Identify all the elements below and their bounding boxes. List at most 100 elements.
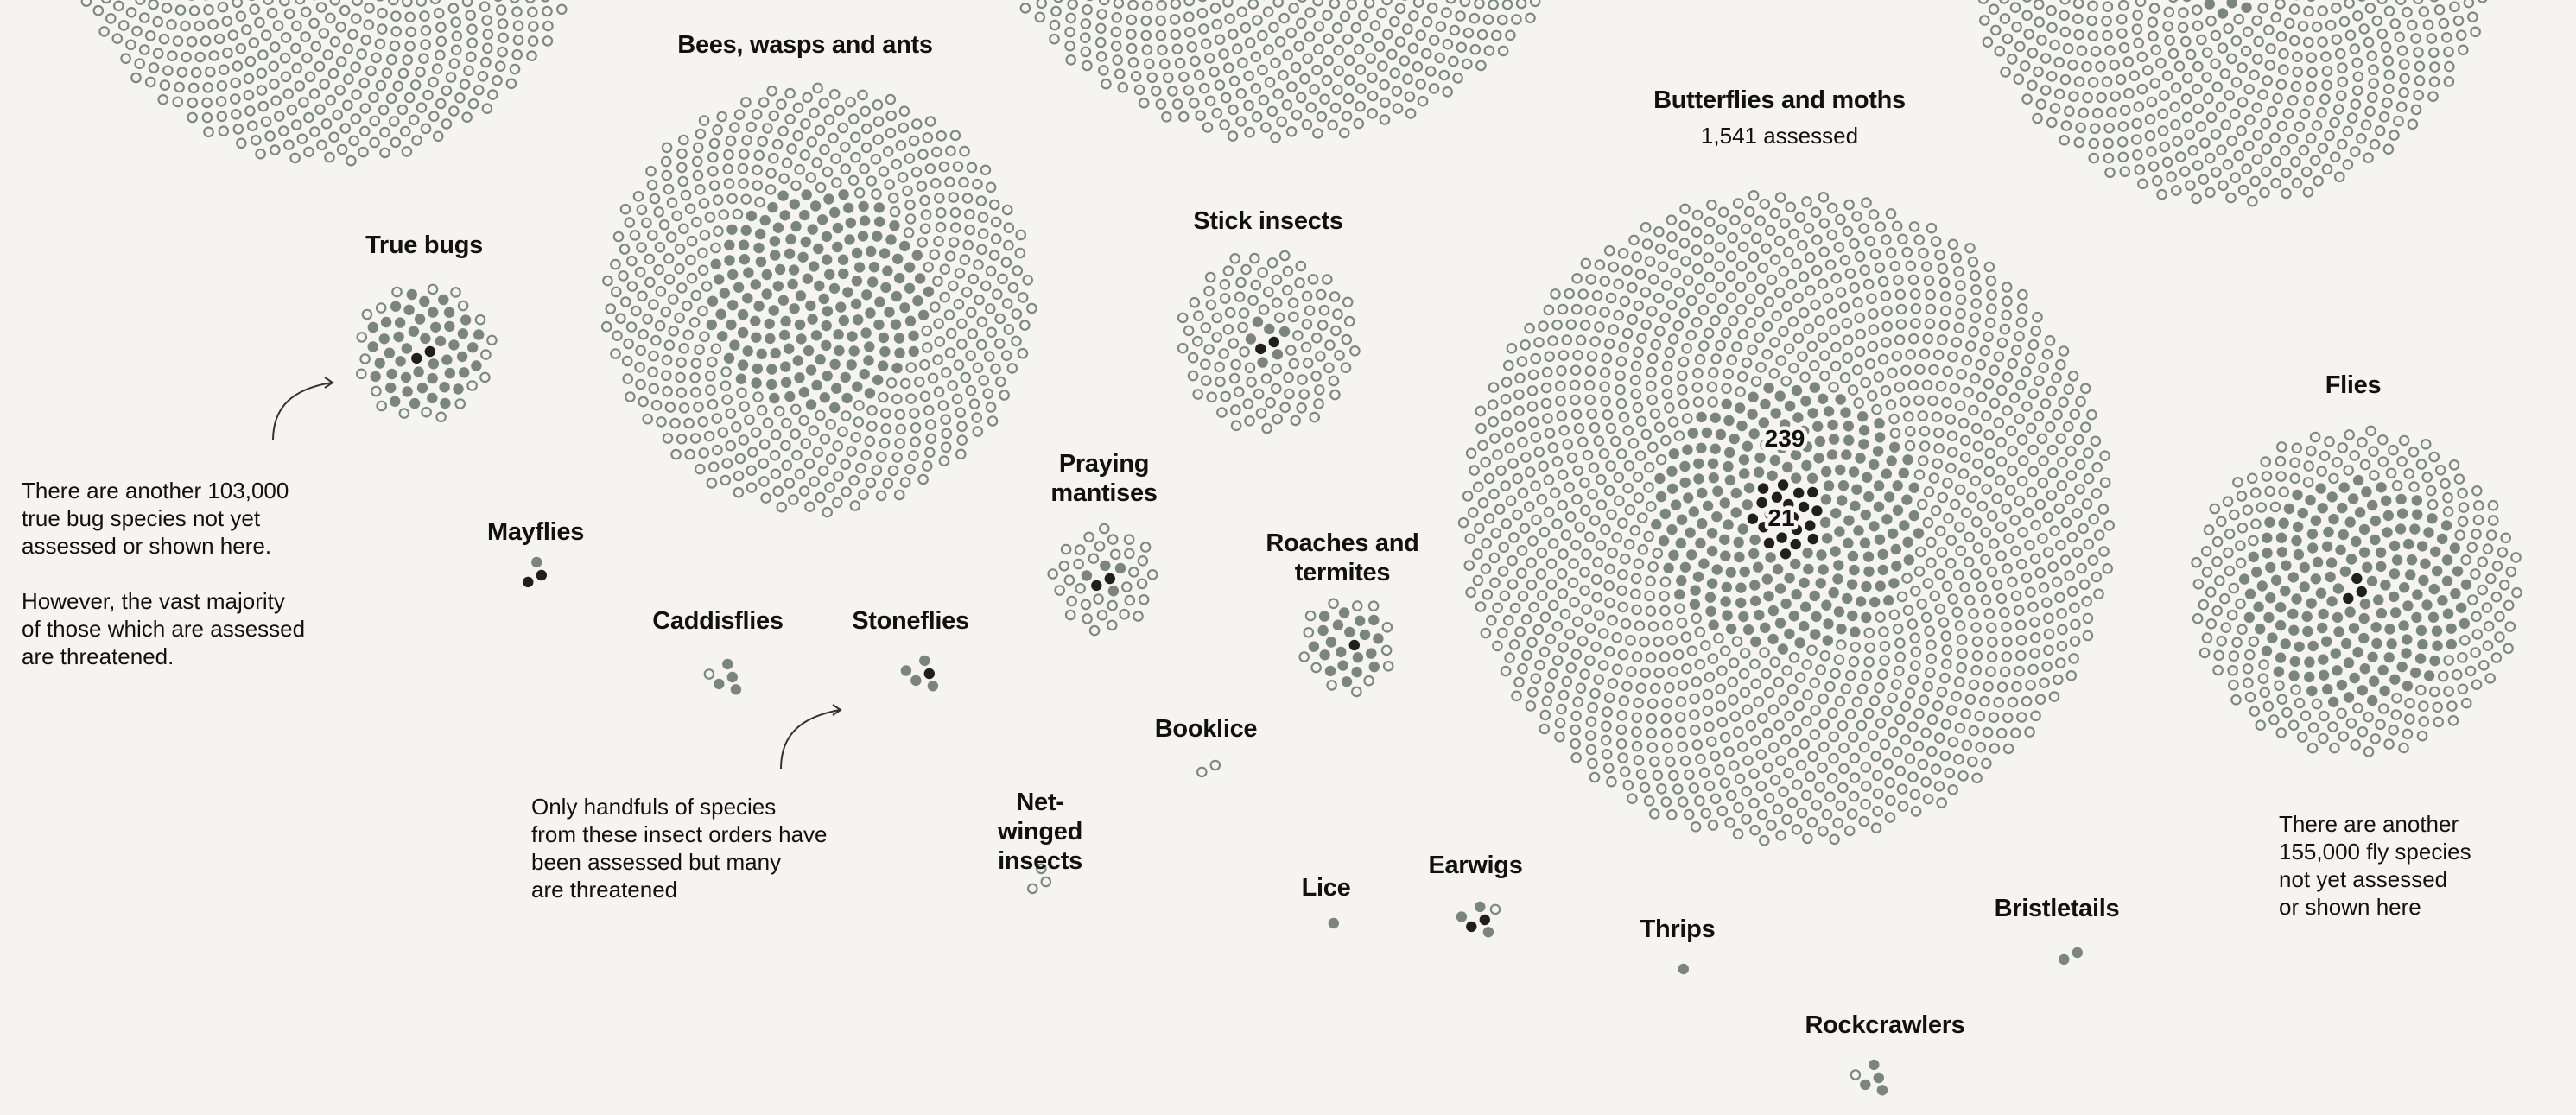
dot-open xyxy=(2230,584,2238,592)
dot-open xyxy=(1645,592,1653,600)
dot-open xyxy=(450,60,459,68)
dot-open xyxy=(2055,58,2064,67)
dot-open xyxy=(1143,2,1152,10)
dot-open xyxy=(1648,743,1657,751)
dot-gray xyxy=(1837,495,1847,505)
dot-open xyxy=(2293,444,2301,453)
dot-open xyxy=(834,472,842,480)
dot-gray xyxy=(2362,562,2372,573)
dot-open xyxy=(2014,667,2023,675)
dot-gray xyxy=(2311,573,2321,584)
dot-gray xyxy=(1722,399,1732,409)
dot-open xyxy=(1608,548,1617,557)
dot-open xyxy=(2044,548,2053,556)
dot-open xyxy=(1570,739,1579,748)
dot-open xyxy=(1579,289,1588,298)
dot-open xyxy=(256,149,264,158)
dot-gray xyxy=(1246,333,1256,344)
dot-open xyxy=(2300,146,2308,155)
dot-open xyxy=(677,434,686,443)
dot-open xyxy=(1827,309,1836,318)
dot-open xyxy=(1289,3,1298,12)
dot-gray xyxy=(2405,569,2415,580)
dot-gray xyxy=(2359,524,2370,535)
dot-open xyxy=(1711,354,1720,363)
dot-open xyxy=(2262,457,2270,466)
dot-open xyxy=(2207,113,2216,122)
dot-open xyxy=(1796,213,1805,222)
dot-open xyxy=(2427,34,2436,42)
dot-open xyxy=(2034,377,2043,385)
dot-open xyxy=(2256,721,2265,730)
dot-open xyxy=(1024,276,1032,284)
dot-open xyxy=(2344,466,2353,474)
dot-open xyxy=(987,402,995,411)
dot-open xyxy=(288,105,296,114)
dot-open xyxy=(1987,304,1995,313)
dot-open xyxy=(2264,702,2273,711)
dot-open xyxy=(859,491,867,499)
dot-open xyxy=(1551,289,1559,298)
dot-open xyxy=(1571,541,1580,549)
dot-open xyxy=(2027,81,2036,90)
dot-gray xyxy=(1667,484,1678,494)
dot-open xyxy=(270,62,278,71)
dot-open xyxy=(348,30,357,39)
dot-open xyxy=(1298,403,1306,412)
dot-open xyxy=(2393,481,2402,490)
dot-open xyxy=(1508,459,1517,468)
dot-gray xyxy=(1360,630,1370,640)
dot-open xyxy=(1957,663,1965,672)
dot-open xyxy=(1921,777,1930,786)
dot-open xyxy=(1160,60,1169,68)
dot-open xyxy=(1907,262,1915,270)
dot-gray xyxy=(1366,648,1376,658)
dot-open xyxy=(1605,694,1614,702)
dot-open xyxy=(1139,556,1147,565)
dot-open xyxy=(1627,795,1636,803)
dot-open xyxy=(644,314,652,323)
dot-open xyxy=(527,51,536,60)
dot-open xyxy=(841,411,850,420)
dot-open xyxy=(2364,747,2373,756)
dot-open xyxy=(1739,330,1748,339)
dot-open xyxy=(1016,249,1025,257)
dot-open xyxy=(1352,23,1361,32)
dot-open xyxy=(2456,530,2465,539)
dot-open xyxy=(1843,336,1852,345)
dot-open xyxy=(2308,744,2317,752)
dot-open xyxy=(1643,239,1652,248)
dot-open xyxy=(233,0,242,7)
dot-open xyxy=(2034,412,2043,421)
dot-gray xyxy=(751,333,761,343)
dot-open xyxy=(1696,284,1704,293)
dot-open xyxy=(1315,385,1323,394)
dot-open xyxy=(742,195,751,204)
dot-open xyxy=(1926,641,1935,649)
dot-gray xyxy=(402,343,412,353)
dot-open xyxy=(1608,616,1616,624)
dot-open xyxy=(2484,544,2492,553)
note-line: 155,000 fly species xyxy=(2279,839,2471,865)
dot-open xyxy=(1482,629,1490,637)
dot-gray xyxy=(1355,616,1365,626)
dot-gray xyxy=(1676,575,1686,586)
dot-open xyxy=(1805,253,1814,262)
dot-open xyxy=(542,7,551,16)
dot-gray xyxy=(899,302,910,313)
dot-open xyxy=(841,164,850,173)
dot-gray xyxy=(2326,557,2337,567)
dot-open xyxy=(2474,501,2483,510)
dot-open xyxy=(2449,716,2458,725)
dot-gray xyxy=(814,281,824,291)
dot-open xyxy=(1082,614,1091,623)
dot-gray xyxy=(1739,454,1749,465)
dot-open xyxy=(295,0,304,3)
dot-open xyxy=(2010,394,2019,402)
dot-open xyxy=(2257,503,2266,511)
dot-open xyxy=(1646,502,1655,510)
note-line: or shown here xyxy=(2279,894,2421,920)
dot-gray xyxy=(1770,455,1780,466)
dot-gray xyxy=(2293,522,2303,532)
dot-open xyxy=(2056,360,2065,369)
